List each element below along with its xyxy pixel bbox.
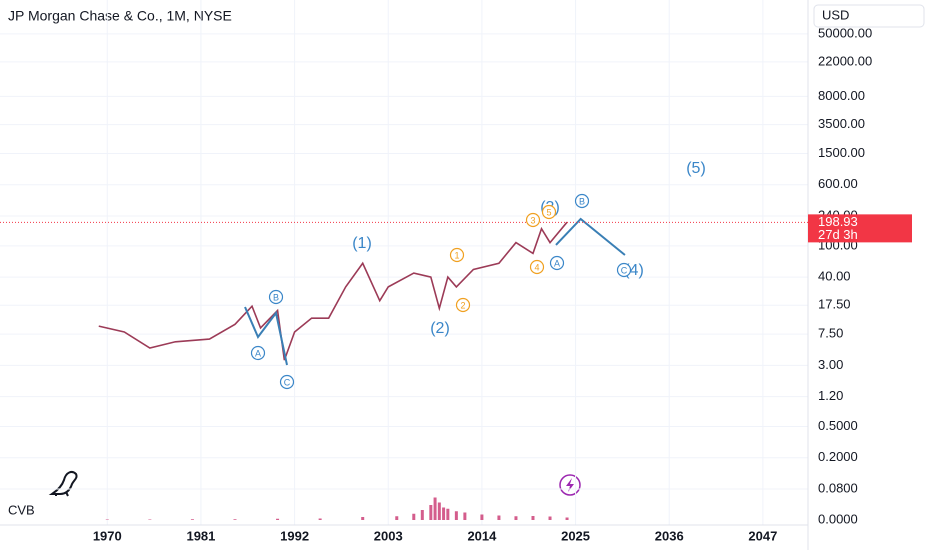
wave-label: (5) bbox=[686, 160, 706, 177]
wave-label: 5 bbox=[546, 207, 551, 217]
volume-bar bbox=[463, 512, 467, 520]
wave-circle bbox=[574, 193, 590, 209]
volume-bar bbox=[433, 497, 437, 520]
last-price: 198.93 bbox=[818, 214, 858, 229]
y-tick-label: 1.20 bbox=[818, 388, 843, 403]
wave-label: A bbox=[255, 348, 261, 358]
volume-bar bbox=[276, 518, 280, 520]
logo bbox=[48, 471, 78, 497]
wave-circle bbox=[250, 345, 266, 361]
wave-circle bbox=[529, 259, 545, 275]
volume-bar bbox=[318, 518, 322, 520]
wave-label: (1) bbox=[352, 235, 372, 252]
volume-bar bbox=[480, 514, 484, 520]
x-tick-label: 1970 bbox=[93, 528, 122, 543]
y-tick-label: 0.0800 bbox=[818, 480, 858, 495]
wave-circle bbox=[268, 289, 284, 305]
wave-label: 3 bbox=[530, 215, 535, 225]
x-tick-label: 2003 bbox=[374, 528, 403, 543]
y-tick-label: 17.50 bbox=[818, 297, 851, 312]
wave-circle bbox=[541, 204, 557, 220]
y-tick-label: 3.00 bbox=[818, 357, 843, 372]
volume-bar bbox=[190, 519, 194, 520]
wave-label: 4 bbox=[534, 262, 539, 272]
y-tick-label: 3500.00 bbox=[818, 116, 865, 131]
volume-tick-label: 0.0000 bbox=[818, 511, 858, 526]
volume-bar bbox=[531, 516, 535, 520]
y-tick-label: 50000.00 bbox=[818, 25, 872, 40]
volume-bar bbox=[412, 513, 416, 520]
wave-label: B bbox=[273, 292, 279, 302]
wave-abc-drawing bbox=[244, 306, 288, 366]
price-line bbox=[98, 221, 568, 361]
alert-bolt bbox=[566, 478, 574, 492]
volume-bar bbox=[454, 511, 458, 520]
alert-icon[interactable] bbox=[559, 474, 581, 496]
price-box bbox=[808, 214, 912, 243]
wave-label: C bbox=[284, 377, 291, 387]
wave-circle bbox=[279, 374, 295, 390]
y-tick-label: 7.50 bbox=[818, 326, 843, 341]
x-tick-label: 1992 bbox=[280, 528, 309, 543]
wave-circle bbox=[549, 255, 565, 271]
wave-circle bbox=[455, 297, 471, 313]
x-tick-label: 2014 bbox=[467, 528, 497, 543]
y-tick-label: 0.2000 bbox=[818, 449, 858, 464]
chart-title: JP Morgan Chase & Co., 1M, NYSE bbox=[8, 8, 232, 24]
volume-bar bbox=[497, 515, 501, 520]
y-tick-label: 40.00 bbox=[818, 269, 851, 284]
volume-bar bbox=[395, 516, 399, 520]
x-tick-label: 2025 bbox=[561, 528, 590, 543]
volume-bar bbox=[148, 519, 152, 520]
y-tick-label: 8000.00 bbox=[818, 88, 865, 103]
volume-bar bbox=[429, 505, 433, 520]
y-tick-label: 600.00 bbox=[818, 176, 858, 191]
wave-projection bbox=[555, 217, 626, 256]
volume-bar bbox=[446, 508, 450, 520]
volume-bar bbox=[420, 510, 424, 520]
alert-circle bbox=[559, 474, 581, 496]
wave-circle bbox=[616, 262, 632, 278]
wave-label: 1 bbox=[454, 250, 459, 260]
y-tick-label: 1500.00 bbox=[818, 145, 865, 160]
logo-shape bbox=[48, 471, 78, 497]
volume-bar bbox=[514, 516, 518, 520]
currency-button[interactable] bbox=[813, 4, 925, 28]
y-tick-label: 22000.00 bbox=[818, 53, 872, 68]
wave-label: B bbox=[579, 196, 585, 206]
wave-label: C bbox=[621, 265, 628, 275]
volume-bar bbox=[361, 517, 365, 520]
wave-circle bbox=[449, 247, 465, 263]
x-tick-label: 2047 bbox=[748, 528, 777, 543]
x-tick-label: 2036 bbox=[655, 528, 684, 543]
volume-bar bbox=[548, 516, 552, 520]
volume-label: CVB bbox=[8, 502, 35, 517]
y-tick-label: 0.5000 bbox=[818, 418, 858, 433]
wave-circle bbox=[525, 212, 541, 228]
countdown: 27d 3h bbox=[818, 227, 858, 242]
grid bbox=[0, 0, 808, 525]
wave-label: 2 bbox=[460, 300, 465, 310]
wave-label: A bbox=[554, 258, 560, 268]
currency: USD bbox=[822, 7, 849, 22]
x-tick-label: 1981 bbox=[186, 528, 215, 543]
volume-bar bbox=[233, 519, 237, 520]
volume-bar bbox=[442, 507, 446, 520]
volume-bar bbox=[105, 519, 109, 520]
volume-bar bbox=[565, 517, 569, 520]
volume-bar bbox=[437, 502, 441, 520]
wave-label: (2) bbox=[430, 320, 450, 337]
